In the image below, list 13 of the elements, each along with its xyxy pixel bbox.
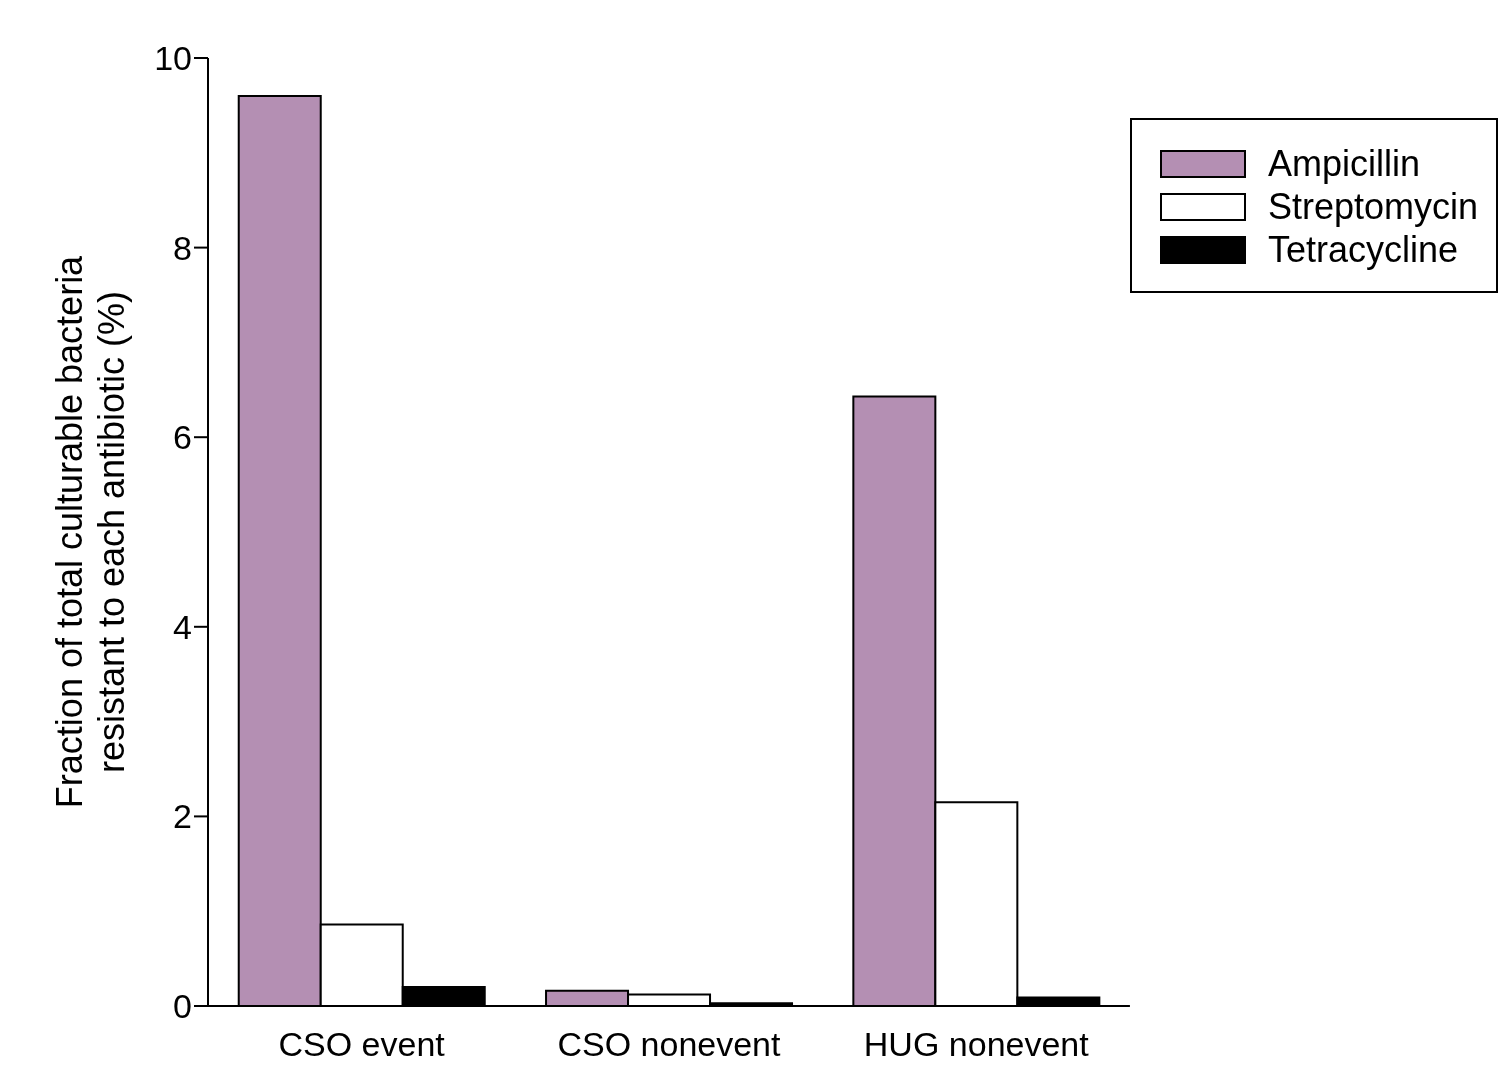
y-tick-label: 0 — [173, 987, 192, 1026]
legend-label: Tetracycline — [1267, 228, 1458, 271]
legend-label: Ampicillin — [1267, 142, 1420, 185]
y-tick-label: 6 — [173, 418, 192, 457]
y-tick-label: 8 — [173, 228, 192, 267]
y-tick-label: 10 — [154, 39, 192, 78]
y-axis-title: Fraction of total culturable bacteria resistant to each antibiotic (%) — [49, 254, 132, 809]
y-tick-label: 2 — [173, 797, 192, 836]
x-tick-label: CSO event — [278, 1025, 446, 1064]
x-tick-label: CSO nonevent — [557, 1025, 782, 1064]
x-tick-label: HUG nonevent — [863, 1025, 1090, 1064]
legend-label: Streptomycin — [1267, 185, 1478, 228]
y-tick-label: 4 — [173, 607, 192, 646]
